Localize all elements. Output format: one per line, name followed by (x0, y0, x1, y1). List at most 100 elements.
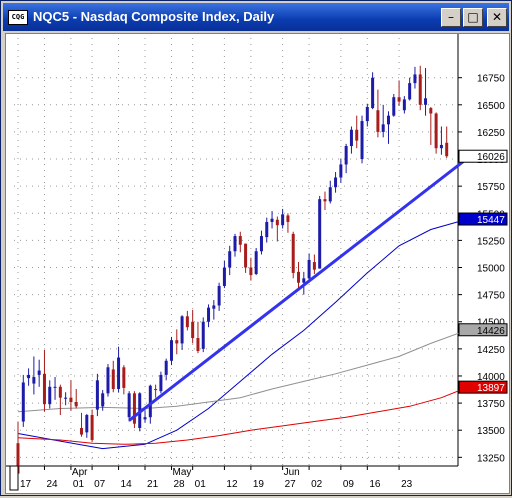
candle-body[interactable] (143, 417, 147, 420)
candle-body[interactable] (323, 199, 327, 202)
candle-body[interactable] (212, 305, 216, 309)
candle-body[interactable] (434, 113, 438, 149)
candle-body[interactable] (48, 386, 52, 405)
candle-body[interactable] (207, 307, 211, 322)
candle-body[interactable] (312, 262, 316, 270)
candle-body[interactable] (281, 214, 285, 226)
candle-body[interactable] (418, 74, 422, 105)
candle-body[interactable] (106, 367, 110, 394)
candle-body[interactable] (228, 251, 232, 268)
candle-body[interactable] (302, 278, 306, 283)
close-button[interactable]: ✕ (487, 8, 507, 27)
candle-body[interactable] (111, 369, 115, 389)
candle-body[interactable] (164, 360, 168, 375)
candle-body[interactable] (64, 397, 68, 399)
candle-body[interactable] (355, 129, 359, 141)
minimize-button[interactable]: – (441, 8, 461, 27)
candle-body[interactable] (233, 236, 237, 252)
maximize-button[interactable]: □ (463, 8, 483, 27)
candle-body[interactable] (371, 77, 375, 109)
candle-body[interactable] (21, 382, 25, 422)
candle-body[interactable] (249, 267, 253, 276)
candle-body[interactable] (32, 377, 36, 384)
x-tick-label: 14 (121, 479, 133, 490)
candle-body[interactable] (132, 393, 136, 424)
candle-body[interactable] (217, 285, 221, 306)
candle-body[interactable] (429, 108, 433, 114)
candle-body[interactable] (307, 259, 311, 279)
candle-body[interactable] (201, 321, 205, 349)
candle-body[interactable] (445, 142, 449, 157)
candle-body[interactable] (74, 402, 78, 407)
candle-body[interactable] (101, 393, 105, 407)
candle-body[interactable] (148, 385, 152, 418)
candle-body[interactable] (360, 121, 364, 160)
candle-body[interactable] (80, 428, 84, 435)
x-tick-label: 01 (195, 479, 207, 490)
candle-body[interactable] (365, 106, 369, 122)
candle-body[interactable] (122, 367, 126, 388)
price-chart[interactable]: 1675016500162501600015750155001525015000… (6, 34, 509, 493)
candle-body[interactable] (154, 388, 158, 391)
candle-body[interactable] (191, 321, 195, 339)
candle-body[interactable] (297, 271, 301, 283)
x-tick-label: 23 (401, 479, 413, 490)
candle-body[interactable] (180, 316, 184, 344)
time-axis-handle[interactable] (9, 465, 19, 491)
candle-body[interactable] (222, 267, 226, 286)
chart-area[interactable]: 1675016500162501600015750155001525015000… (5, 33, 510, 494)
x-tick-label: 17 (20, 479, 32, 490)
candle-body[interactable] (259, 236, 263, 252)
candle-body[interactable] (318, 199, 322, 269)
candle-body[interactable] (127, 393, 131, 418)
candle-body[interactable] (397, 97, 401, 102)
candle-body[interactable] (402, 99, 406, 111)
candle-body[interactable] (344, 146, 348, 165)
title-bar[interactable]: CQG NQC5 - Nasdaq Composite Index, Daily… (3, 3, 509, 31)
candle-body[interactable] (27, 374, 31, 379)
candle-body[interactable] (85, 415, 89, 433)
candle-body[interactable] (169, 340, 173, 361)
trend-line[interactable] (128, 156, 469, 422)
candle-body[interactable] (413, 74, 417, 84)
cqg-logo-icon[interactable]: CQG (8, 10, 28, 25)
y-tick-label: 16250 (477, 128, 505, 139)
candle-body[interactable] (376, 110, 380, 132)
candle-body[interactable] (386, 115, 390, 125)
candle-body[interactable] (58, 386, 62, 398)
candle-body[interactable] (185, 316, 189, 328)
candle-body[interactable] (381, 124, 385, 132)
candle-body[interactable] (117, 357, 121, 389)
candle-body[interactable] (439, 144, 443, 149)
candle-body[interactable] (334, 177, 338, 188)
candle-body[interactable] (349, 129, 353, 147)
candle-body[interactable] (424, 98, 428, 105)
candle-body[interactable] (275, 219, 279, 226)
candle-body[interactable] (42, 373, 46, 405)
candle-body[interactable] (90, 415, 94, 440)
candle-body[interactable] (244, 243, 248, 268)
price-label: 15447 (477, 215, 505, 226)
candle-body[interactable] (238, 236, 242, 245)
candle-body[interactable] (53, 386, 57, 388)
candle-body[interactable] (339, 164, 343, 178)
x-tick-label: 12 (226, 479, 238, 490)
candle-body[interactable] (95, 380, 99, 410)
candle-body[interactable] (270, 218, 274, 222)
candle-body[interactable] (254, 251, 258, 275)
candle-body[interactable] (69, 397, 73, 403)
price-label-box (458, 380, 508, 394)
y-tick-label: 14250 (477, 345, 505, 356)
candle-body[interactable] (159, 374, 163, 392)
candle-body[interactable] (392, 97, 396, 116)
y-tick-label: 14500 (477, 318, 505, 329)
candle-body[interactable] (196, 338, 200, 352)
candle-body[interactable] (37, 370, 41, 375)
candle-body[interactable] (16, 443, 20, 474)
candle-body[interactable] (408, 83, 412, 100)
candle-body[interactable] (265, 221, 269, 238)
candle-body[interactable] (175, 340, 179, 344)
candle-body[interactable] (291, 233, 295, 273)
candle-body[interactable] (328, 187, 332, 202)
candle-body[interactable] (286, 215, 290, 222)
